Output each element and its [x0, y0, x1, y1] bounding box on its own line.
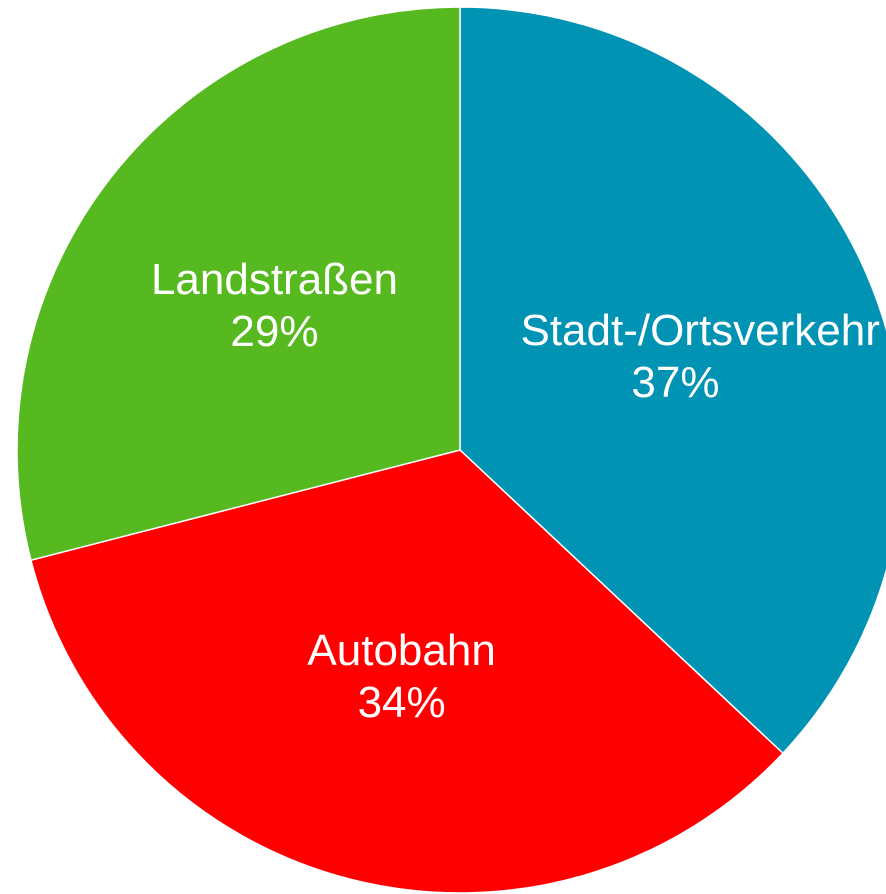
pie-slice — [30, 449, 784, 894]
category-label: Autobahn — [307, 626, 496, 676]
category-label: Landstraßen — [150, 255, 398, 305]
slice-label: Stadt-/Ortsverkehr 37% — [520, 305, 880, 409]
slice-label: Autobahn 34% — [307, 625, 495, 729]
pie-slice — [16, 6, 461, 562]
category-label: Stadt-/Ortsverkehr — [520, 305, 880, 355]
value-label: 37% — [631, 357, 720, 407]
pie-slice — [459, 6, 886, 755]
slice-label: Landstraßen 29% — [151, 254, 398, 358]
value-label: 29% — [230, 307, 319, 357]
value-label: 34% — [357, 678, 446, 728]
